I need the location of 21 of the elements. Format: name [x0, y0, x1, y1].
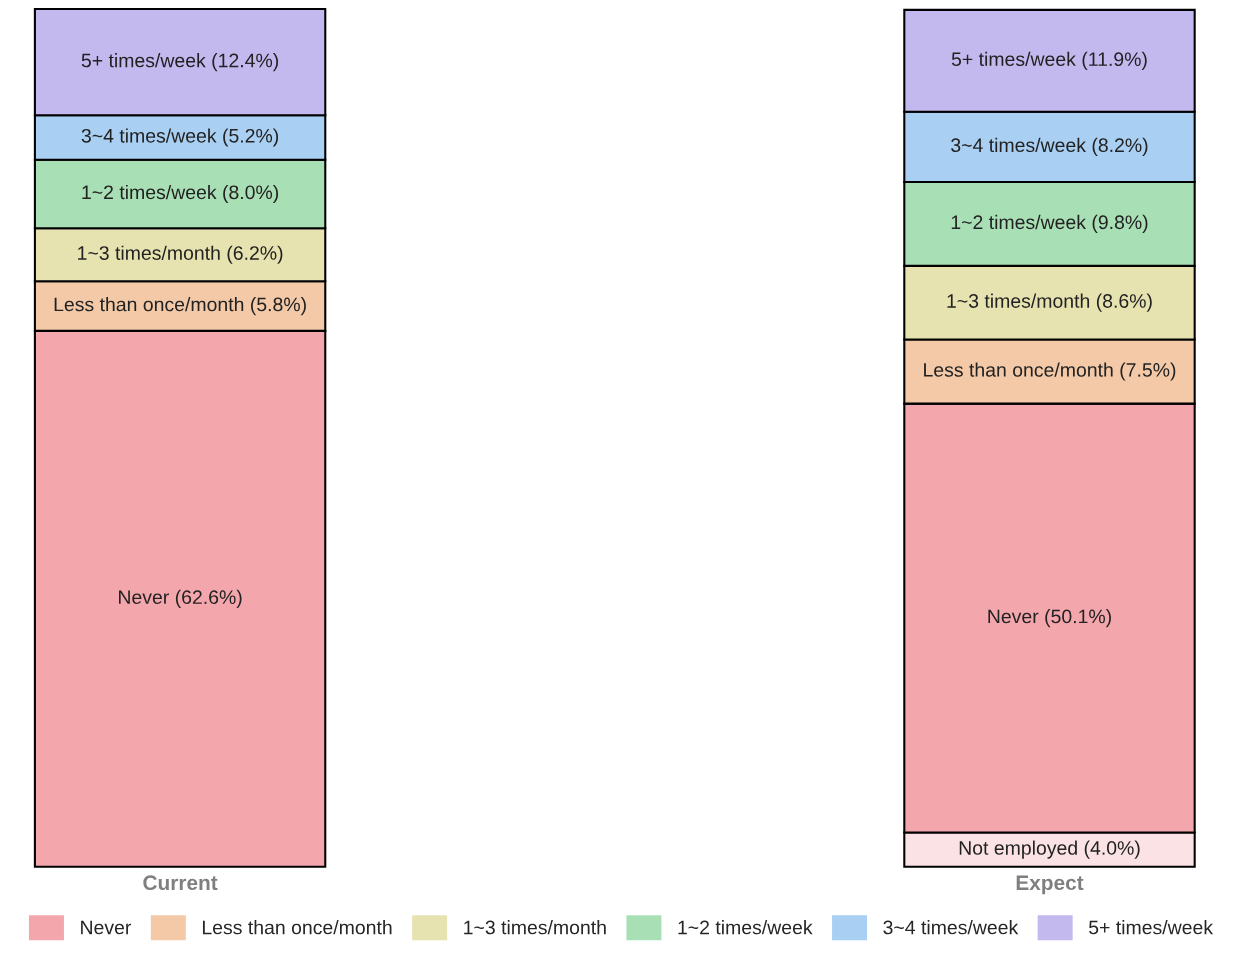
legend-label: Less than once/month	[202, 920, 392, 935]
data-label: Not employed (4.0%)	[959, 840, 1140, 859]
data-label: 1~3 times/month (6.2%)	[78, 245, 283, 264]
legend-label: 5+ times/week	[1089, 920, 1214, 935]
data-label: Never (50.1%)	[988, 609, 1111, 628]
data-label: 5+ times/week (12.4%)	[81, 53, 279, 72]
data-label: 1~2 times/week (9.8%)	[951, 214, 1148, 233]
legend-label: 1~2 times/week	[678, 920, 813, 935]
legend-label: Never	[81, 920, 132, 935]
data-label: 3~4 times/week (8.2%)	[951, 137, 1148, 156]
legend-label: 3~4 times/week	[883, 920, 1019, 935]
data-label: 5+ times/week (11.9%)	[951, 51, 1147, 70]
data-label: 1~3 times/month (8.6%)	[947, 293, 1152, 312]
x-tick-label: Expect	[1016, 875, 1084, 895]
x-tick-label: Current	[143, 875, 218, 891]
data-label: 1~2 times/week (8.0%)	[82, 184, 279, 203]
legend-label: 1~3 times/month	[464, 920, 606, 935]
data-label: Less than once/month (5.8%)	[54, 297, 306, 316]
data-label: Never (62.6%)	[119, 589, 242, 608]
data-label: 3~4 times/week (5.2%)	[81, 128, 279, 147]
data-label: Less than once/month (7.5%)	[924, 362, 1176, 381]
